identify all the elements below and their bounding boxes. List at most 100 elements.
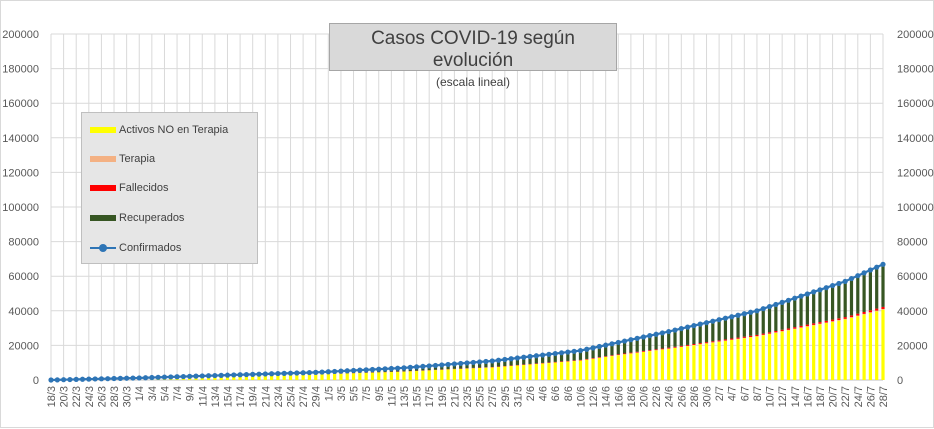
x-tick-label: 18/7	[815, 386, 827, 407]
y-tick-label-right: 200000	[897, 29, 934, 41]
bar-recuperados	[869, 270, 872, 310]
confirmados-point	[861, 270, 866, 275]
bar-activos	[295, 375, 298, 380]
confirmados-point	[767, 304, 772, 309]
bar-recuperados	[711, 321, 714, 341]
bar-fallecidos	[648, 350, 651, 351]
confirmados-point	[565, 349, 570, 354]
x-tick-label: 14/7	[790, 386, 802, 407]
y-tick-label-left: 100000	[2, 202, 39, 214]
bar-activos	[409, 371, 412, 380]
bar-fallecidos	[787, 328, 790, 329]
confirmados-point	[477, 359, 482, 364]
bar-activos	[484, 368, 487, 380]
bar-activos	[654, 350, 657, 380]
bar-recuperados	[793, 298, 796, 327]
confirmados-point	[553, 351, 558, 356]
bar-activos	[453, 369, 456, 380]
confirmados-point	[143, 375, 148, 380]
confirmados-point	[389, 366, 394, 371]
bar-activos	[510, 366, 513, 380]
bar-activos	[365, 373, 368, 380]
legend-label-confirmados: Confirmados	[119, 242, 181, 254]
bar-activos	[604, 357, 607, 380]
bar-activos	[289, 375, 292, 380]
x-tick-label: 20/6	[638, 386, 650, 407]
x-tick-label: 10/6	[575, 386, 587, 407]
bar-activos	[755, 337, 758, 380]
bar-recuperados	[850, 279, 853, 316]
bar-fallecidos	[799, 326, 802, 328]
confirmados-point	[798, 293, 803, 298]
bar-terapia	[837, 320, 840, 321]
confirmados-point	[464, 360, 469, 365]
confirmados-point	[174, 374, 179, 379]
confirmados-point	[723, 316, 728, 321]
bar-terapia	[831, 321, 834, 322]
bar-activos	[837, 321, 840, 380]
bar-fallecidos	[781, 330, 784, 331]
x-tick-label: 26/7	[865, 386, 877, 407]
confirmados-point	[584, 347, 589, 352]
bar-activos	[358, 373, 361, 380]
confirmados-point	[244, 372, 249, 377]
bar-activos	[472, 368, 475, 380]
confirmados-point	[527, 354, 532, 359]
confirmados-point	[357, 368, 362, 373]
confirmados-point	[401, 365, 406, 370]
bar-fallecidos	[793, 327, 796, 328]
legend-swatch-confirmados	[90, 243, 116, 253]
confirmados-point	[80, 377, 85, 382]
confirmados-point	[149, 375, 154, 380]
bar-activos	[302, 375, 305, 380]
bar-activos	[862, 315, 865, 380]
legend-swatch-terapia	[90, 156, 116, 162]
x-tick-label: 25/4	[286, 386, 298, 407]
confirmados-point	[452, 361, 457, 366]
x-tick-label: 22/3	[71, 386, 83, 407]
confirmados-point	[780, 300, 785, 305]
confirmados-point	[874, 265, 879, 270]
x-tick-label: 15/4	[222, 386, 234, 407]
confirmados-point	[420, 364, 425, 369]
x-tick-label: 7/4	[172, 386, 184, 401]
confirmados-point	[572, 349, 577, 354]
legend-item-recuperados: Recuperados	[90, 210, 184, 226]
y-tick-label-left: 140000	[2, 133, 39, 145]
x-tick-label: 2/6	[525, 386, 537, 401]
bar-fallecidos	[812, 323, 815, 325]
x-tick-label: 11/4	[197, 386, 209, 407]
bar-fallecidos	[566, 361, 569, 362]
bar-fallecidos	[768, 332, 771, 333]
confirmados-point	[156, 375, 161, 380]
x-tick-label: 25/5	[475, 386, 487, 407]
confirmados-point	[710, 319, 715, 324]
confirmados-point	[105, 376, 110, 381]
x-tick-label: 21/4	[260, 386, 272, 407]
bar-terapia	[825, 322, 828, 323]
confirmados-point	[685, 325, 690, 330]
bar-fallecidos	[774, 331, 777, 332]
confirmados-point	[717, 317, 722, 322]
x-tick-label: 1/4	[134, 386, 146, 401]
bar-activos	[743, 338, 746, 380]
bar-activos	[869, 313, 872, 380]
x-tick-label: 12/7	[777, 386, 789, 407]
x-tick-label: 16/6	[613, 386, 625, 407]
bar-activos	[434, 370, 437, 380]
bar-fallecidos	[661, 348, 664, 349]
bar-activos	[352, 373, 355, 380]
bar-activos	[617, 355, 620, 380]
confirmados-point	[408, 365, 413, 370]
bar-recuperados	[724, 318, 727, 339]
bar-activos	[856, 316, 859, 380]
x-tick-label: 18/3	[46, 386, 58, 407]
confirmados-point	[93, 376, 98, 381]
bar-fallecidos	[869, 310, 872, 312]
bar-fallecidos	[699, 343, 702, 344]
bar-activos	[522, 365, 525, 380]
x-tick-label: 4/6	[538, 386, 550, 401]
bar-fallecidos	[875, 309, 878, 311]
bar-terapia	[812, 325, 815, 326]
bar-recuperados	[837, 283, 840, 318]
